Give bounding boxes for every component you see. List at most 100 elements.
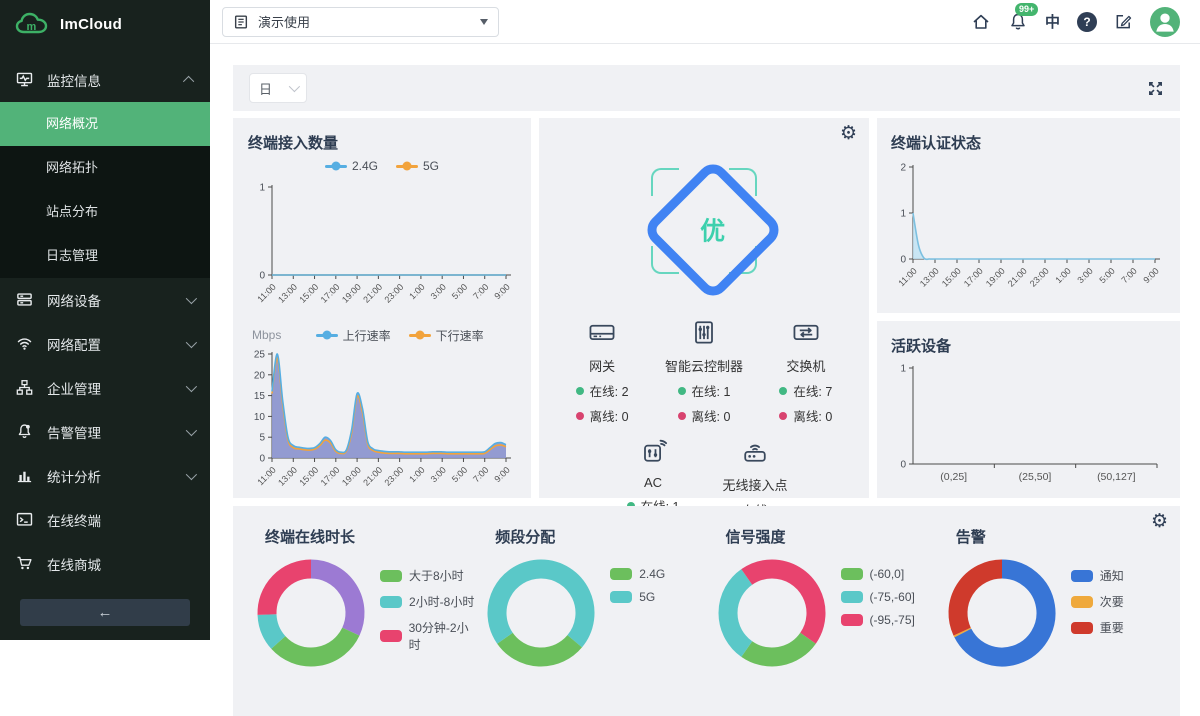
svg-text:23:00: 23:00 <box>1028 266 1051 289</box>
network-health-panel: ⚙ 优 网关 在线: 2 离线: 0 智能云控制器 在线: 1 离线: 0 交换机 在线: 7… <box>539 118 869 543</box>
svg-text:1:00: 1:00 <box>407 282 426 301</box>
svg-text:(0,25]: (0,25] <box>940 471 967 483</box>
sidebar-item-label: 在线商城 <box>47 558 101 573</box>
notifications-button[interactable]: 99+ <box>1008 2 1039 32</box>
sidebar-item-在线商城[interactable]: 在线商城 <box>0 542 210 586</box>
svg-text:19:00: 19:00 <box>984 266 1007 289</box>
orgchart-icon <box>16 379 34 397</box>
topbar: 演示使用 99+ 中 ? <box>210 0 1200 44</box>
online-dot <box>779 386 788 395</box>
donut-svg <box>948 559 1056 667</box>
legend-item-2小时-8小时[interactable]: 2小时-8小时 <box>380 593 479 610</box>
period-select-value: 日 <box>259 81 273 97</box>
svg-text:9:00: 9:00 <box>492 465 511 484</box>
sidebar-item-在线终端[interactable]: 在线终端 <box>0 498 210 542</box>
cart-icon <box>16 555 34 573</box>
legend-label: 次要 <box>1099 595 1124 609</box>
fullscreen-button[interactable] <box>1147 80 1164 97</box>
legend-swatch-icon <box>1070 621 1093 634</box>
donut-svg <box>257 559 365 667</box>
svg-text:15:00: 15:00 <box>940 266 963 289</box>
health-settings-button[interactable]: ⚙ <box>839 123 857 144</box>
legend-dot-icon <box>415 330 425 340</box>
svg-text:19:00: 19:00 <box>340 282 363 305</box>
sidebar-item-告警管理[interactable]: 告警管理 <box>0 410 210 454</box>
legend-item-(-95,-75][interactable]: (-95,-75] <box>840 613 915 627</box>
donut-settings-button[interactable]: ⚙ <box>1150 511 1168 532</box>
svg-text:0: 0 <box>259 271 265 282</box>
svg-text:7:00: 7:00 <box>471 282 490 301</box>
org-icon <box>234 15 248 28</box>
donut-legend: 通知次要重要 <box>1070 567 1124 674</box>
sidebar-subitem-网络概况[interactable]: 网络概况 <box>0 102 210 146</box>
sidebar-subitem-网络拓扑[interactable]: 网络拓扑 <box>46 160 99 175</box>
org-selector[interactable]: 演示使用 <box>222 6 499 37</box>
legend-item-下行速率[interactable]: 下行速率 <box>408 327 484 344</box>
device-name: 网关 <box>589 359 616 374</box>
main-content: 日 终端接入数量 2.4G 5G 0 1 11:00 13:00 15:00 17:00 19… <box>210 44 1200 716</box>
legend-dot-icon <box>331 161 341 171</box>
svg-text:11:00: 11:00 <box>255 282 278 305</box>
sidebar-item-网络配置[interactable]: 网络配置 <box>0 322 210 366</box>
sidebar-item-监控信息[interactable]: 监控信息 <box>0 58 210 102</box>
online-dot <box>575 386 584 395</box>
svg-text:17:00: 17:00 <box>319 282 342 305</box>
legend-item-5G[interactable]: 5G <box>610 590 665 604</box>
device-online-row: 在线: 7 <box>755 381 857 400</box>
donut-legend: 2.4G 5G <box>610 567 665 674</box>
active-devices-panel: 活跃设备 0 1 (0,25] (25,50] (50,127] <box>877 321 1180 498</box>
svg-text:13:00: 13:00 <box>276 465 299 488</box>
health-grade-value: 优 <box>700 217 726 246</box>
language-toggle[interactable]: 中 <box>1044 14 1060 31</box>
period-select[interactable]: 日 <box>249 73 307 103</box>
legend-marker-icon <box>315 330 338 340</box>
legend-swatch-icon <box>840 568 863 580</box>
legend-item-重要[interactable]: 重要 <box>1070 619 1124 636</box>
donut-title: 终端在线时长 <box>265 529 356 546</box>
legend-item-2.4G[interactable]: 2.4G <box>324 159 378 173</box>
legend-item-大于8小时[interactable]: 大于8小时 <box>380 567 479 584</box>
legend-item-(-75,-60][interactable]: (-75,-60] <box>840 590 915 604</box>
sidebar-item-企业管理[interactable]: 企业管理 <box>0 366 210 410</box>
donut-row: 通知次要重要 <box>946 557 1170 674</box>
legend-label: (-60,0] <box>869 567 905 581</box>
legend-marker-icon <box>396 161 418 171</box>
device-name: 交换机 <box>786 359 826 374</box>
help-button[interactable]: ? <box>1077 11 1097 32</box>
offline-dot <box>677 411 686 420</box>
panel-title-terminal-auth: 终端认证状态 <box>891 135 982 152</box>
sidebar-collapse-button[interactable]: ← <box>20 599 190 626</box>
donut-chart-告警 <box>946 557 1058 674</box>
donut-section-终端在线时长: 终端在线时长大于8小时 2小时-8小时 30分钟-2小时 <box>249 516 479 716</box>
panel-title-active-devices: 活跃设备 <box>891 338 952 355</box>
device-name: 无线接入点 <box>722 478 788 493</box>
sidebar-item-统计分析[interactable]: 统计分析 <box>0 454 210 498</box>
legend-item-2.4G[interactable]: 2.4G <box>610 567 665 581</box>
donut-chart-频段分配 <box>485 557 597 674</box>
feedback-button[interactable] <box>1114 12 1133 31</box>
home-button[interactable] <box>971 12 991 32</box>
brand-logo: m ImCloud <box>0 0 210 44</box>
svg-text:0: 0 <box>900 460 906 471</box>
sidebar-subitem-日志管理[interactable]: 日志管理 <box>46 248 99 263</box>
legend-item-(-60,0][interactable]: (-60,0] <box>840 567 915 581</box>
legend-item-30分钟-2小时[interactable]: 30分钟-2小时 <box>380 619 479 653</box>
legend-item-通知[interactable]: 通知 <box>1070 567 1124 584</box>
donut-legend: (-60,0] (-75,-60] (-95,-75] <box>840 567 915 674</box>
legend-item-上行速率[interactable]: 上行速率 <box>315 327 391 344</box>
legend-swatch-icon <box>1070 595 1093 608</box>
svg-text:(25,50]: (25,50] <box>1019 471 1052 483</box>
legend-item-次要[interactable]: 次要 <box>1070 593 1124 610</box>
svg-text:3:00: 3:00 <box>429 465 448 484</box>
user-avatar[interactable] <box>1150 6 1180 37</box>
svg-text:0: 0 <box>259 454 265 465</box>
sidebar-item-网络设备[interactable]: 网络设备 <box>0 278 210 322</box>
sidebar-subitem-站点分布[interactable]: 站点分布 <box>46 204 99 219</box>
donut-title: 频段分配 <box>495 529 556 546</box>
legend-item-5G[interactable]: 5G <box>396 159 439 173</box>
org-selector-value: 演示使用 <box>258 15 311 30</box>
device-offline-count: 离线: 0 <box>589 410 629 424</box>
legend-label: (-95,-75] <box>869 613 915 627</box>
notification-badge: 99+ <box>1014 2 1039 16</box>
